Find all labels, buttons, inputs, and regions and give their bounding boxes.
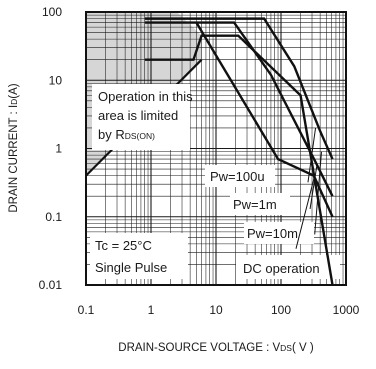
x-tick-label: 1 xyxy=(148,303,155,317)
pw1m-label: Pw=1m xyxy=(233,197,277,212)
limit-note-by: by R xyxy=(98,127,125,142)
x-tick-label: 10 xyxy=(209,303,223,317)
limit-note-line-3: by RDS(ON) xyxy=(98,127,155,142)
x-tick-label: 0.1 xyxy=(78,303,95,317)
x-tick-label: 100 xyxy=(271,303,291,317)
limit-note-line-1: Operation in this xyxy=(98,89,193,104)
dc-label: DC operation xyxy=(243,261,320,276)
x-axis-label-part-0: DRAIN-SOURCE VOLTAGE : V xyxy=(118,342,280,354)
y-tick-label: 0.01 xyxy=(39,278,63,292)
plot-frame xyxy=(85,11,347,286)
x-axis-label-part-1: DS xyxy=(280,343,292,353)
pw10m-box xyxy=(244,222,314,244)
x-axis-label: DRAIN-SOURCE VOLTAGE : VDS( V ) xyxy=(118,342,314,354)
y-axis-label-part-1: D xyxy=(9,99,19,105)
leader-line-3 xyxy=(295,175,316,249)
pw100u-box xyxy=(205,165,275,187)
series-line-1 xyxy=(144,21,334,197)
leader-line-1 xyxy=(309,163,318,210)
x-tick-label: 1000 xyxy=(333,303,360,317)
y-tick-label: 0.1 xyxy=(45,210,62,224)
limit-note-by-sub: DS(ON) xyxy=(125,131,155,141)
y-tick-label: 10 xyxy=(49,73,63,87)
conditions-line-1: Tc = 25°C xyxy=(95,238,152,253)
y-axis-label-part-0: DRAIN CURRENT : I xyxy=(8,105,20,213)
y-tick-label: 100 xyxy=(42,5,62,19)
limit-note-box xyxy=(92,84,190,150)
series-line-3 xyxy=(195,21,334,218)
x-axis-label-part-2: ( V ) xyxy=(292,342,314,354)
pw100u-label: Pw=100u xyxy=(210,169,265,184)
conditions-box xyxy=(90,233,188,279)
series-line-0 xyxy=(144,34,334,285)
pw10m-label: Pw=10m xyxy=(247,226,298,241)
conditions-line-2: Single Pulse xyxy=(95,260,167,275)
y-axis-label-part-2: (A) xyxy=(8,83,20,99)
dc-box xyxy=(236,255,340,279)
y-axis-label: DRAIN CURRENT : ID(A) xyxy=(8,83,20,212)
limit-note-line-2: area is limited xyxy=(98,108,178,123)
leader-line-2 xyxy=(314,151,323,235)
y-tick-label: 1 xyxy=(55,142,62,156)
pw1m-box xyxy=(230,193,290,215)
leader-line-0 xyxy=(307,127,317,183)
series-line-2 xyxy=(144,17,334,160)
